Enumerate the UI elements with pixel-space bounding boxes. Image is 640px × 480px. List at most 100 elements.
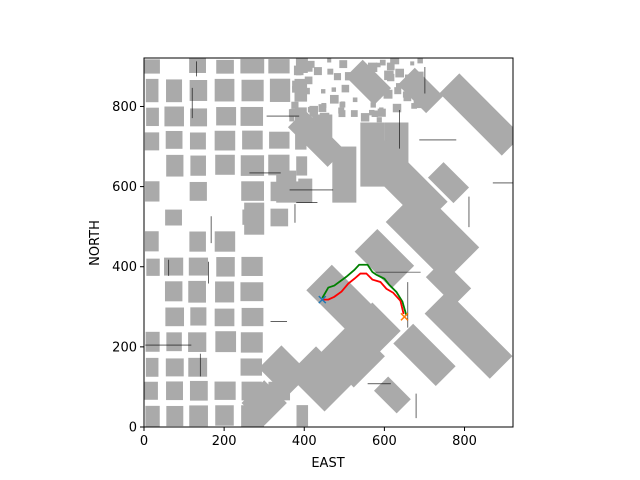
obstacle-block <box>240 106 264 126</box>
path-line-1 <box>322 272 405 315</box>
obstacle-block <box>427 162 470 204</box>
obstacle-block <box>321 102 327 108</box>
obstacle-block <box>214 231 236 252</box>
obstacle-block <box>299 58 308 65</box>
obstacle-block <box>145 405 160 427</box>
obstacle-block <box>377 108 386 117</box>
x-axis-label: EAST <box>311 456 344 471</box>
obstacle-block <box>145 231 159 252</box>
obstacle-block <box>296 405 309 427</box>
obstacle-block <box>327 68 334 75</box>
obstacle-block <box>165 209 182 226</box>
obstacle-block <box>188 257 209 276</box>
obstacle-block <box>188 357 208 377</box>
obstacle-block <box>166 79 183 103</box>
path-marker-0 <box>318 295 327 304</box>
obstacle-block <box>144 132 160 151</box>
obstacle-block <box>306 264 375 333</box>
obstacle-block <box>189 380 208 401</box>
obstacle-block <box>376 62 381 68</box>
obstacle-block <box>269 78 291 102</box>
obstacle-block <box>384 70 394 81</box>
obstacle-block <box>291 101 299 109</box>
obstacle-block <box>241 79 264 102</box>
obstacle-block <box>333 73 342 81</box>
obstacle-block <box>341 84 350 93</box>
obstacle-block <box>214 308 235 327</box>
obstacle-block <box>424 290 513 379</box>
y-tick-label: 400 <box>112 260 137 275</box>
obstacle-block <box>361 139 448 226</box>
obstacle-block <box>270 208 289 227</box>
obstacle-block <box>244 202 265 235</box>
obstacle-block <box>309 105 319 115</box>
obstacle-block <box>165 307 185 327</box>
obstacle-block <box>268 154 290 176</box>
obstacle-block <box>292 86 299 93</box>
obstacle-block <box>240 58 265 74</box>
obstacle-block <box>395 83 402 89</box>
obstacle-block <box>188 280 206 303</box>
obstacle-block <box>190 155 206 176</box>
y-tick-label: 0 <box>129 421 137 436</box>
obstacle-block <box>295 69 302 76</box>
obstacle-block <box>145 357 159 377</box>
obstacle-block <box>394 87 402 95</box>
obstacle-block <box>240 155 265 176</box>
obstacle-block <box>241 256 263 276</box>
obstacle-block <box>215 331 237 353</box>
obstacle-block <box>371 110 379 118</box>
obstacle-block <box>166 381 183 401</box>
obstacle-block <box>146 258 160 276</box>
obstacle-block <box>166 154 184 177</box>
obstacle-block <box>373 376 411 414</box>
obstacle-block <box>165 130 183 149</box>
obstacle-block <box>215 154 235 175</box>
obstacle-block <box>166 332 182 352</box>
obstacle-block <box>417 58 423 64</box>
obstacle-block <box>189 181 207 201</box>
obstacle-block <box>327 58 332 63</box>
obstacle-block <box>164 257 184 276</box>
obstacle-block <box>240 332 263 353</box>
obstacle-block <box>242 130 263 150</box>
obstacle-block <box>298 178 313 203</box>
y-tick-label: 200 <box>112 340 137 355</box>
obstacle-block <box>403 93 412 102</box>
obstacle-block <box>379 59 386 66</box>
obstacle-block <box>189 231 206 252</box>
y-axis-ticks: 0 200 400 600 800 <box>112 100 144 436</box>
x-tick-label: 400 <box>292 434 317 449</box>
obstacle-block <box>338 107 345 114</box>
obstacle-block <box>276 170 297 203</box>
obstacle-block <box>268 59 290 74</box>
obstacle-block <box>214 130 236 151</box>
obstacle-block <box>240 358 262 376</box>
obstacle-block <box>189 132 206 150</box>
obstacle-block <box>165 358 184 377</box>
obstacle-block <box>216 107 237 126</box>
obstacle-block <box>393 323 456 387</box>
obstacle-block <box>214 78 235 102</box>
obstacle-block <box>214 381 236 400</box>
obstacle-block <box>367 62 378 73</box>
obstacle-block <box>376 117 382 123</box>
path-markers <box>318 295 409 321</box>
x-tick-label: 0 <box>140 434 148 449</box>
obstacle-block <box>329 94 339 104</box>
plot-frame <box>143 57 514 428</box>
obstacle-block <box>425 260 472 306</box>
obstacle-block <box>316 69 322 75</box>
obstacle-block <box>354 228 415 289</box>
obstacle-block <box>189 58 206 73</box>
obstacle-block <box>215 405 234 426</box>
obstacle-block <box>269 131 290 149</box>
path-line-0 <box>321 263 408 316</box>
obstacle-block <box>287 110 345 167</box>
obstacle-block <box>345 59 392 106</box>
y-tick-label: 800 <box>112 100 137 115</box>
y-tick-label: 600 <box>112 180 137 195</box>
obstacle-block <box>144 381 158 400</box>
obstacle-block <box>352 97 358 103</box>
